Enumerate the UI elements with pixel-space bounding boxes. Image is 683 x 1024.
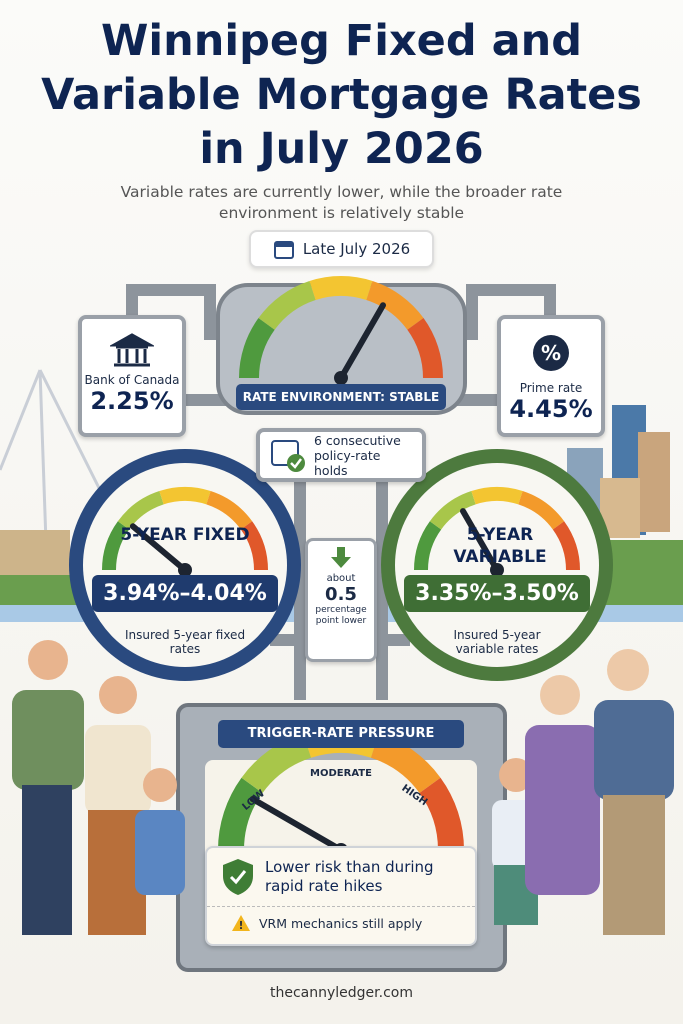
spread-card: about 0.5 percentage point lower [305, 538, 377, 662]
environment-label: RATE ENVIRONMENT: STABLE [236, 384, 446, 410]
warning-row: ! VRM mechanics still apply [207, 907, 475, 939]
warning-icon: ! [232, 915, 250, 932]
spread-value: 0.5 [325, 584, 357, 605]
variable-note: Insured 5-year variable rates [453, 628, 541, 656]
gauge-segment [240, 521, 268, 571]
bank-icon [108, 333, 156, 367]
gauge-segment [218, 777, 263, 851]
boc-value: 2.25% [90, 387, 174, 415]
gauge-segment [471, 487, 523, 505]
gauge-segment [366, 280, 424, 331]
gauge-segment [414, 521, 442, 571]
gauge-segment [117, 491, 164, 530]
footer: thecannyledger.com [270, 985, 413, 1001]
gauge-needle [249, 796, 344, 853]
trigger-box: Lower risk than during rapid rate hikes … [205, 846, 477, 946]
trees [0, 575, 80, 605]
holds-text: 6 consecutive policy-rate holds [314, 432, 401, 478]
trigger-message: Lower risk than during rapid rate hikes [265, 858, 434, 895]
gauge-segment [102, 521, 130, 571]
gauge-hub [178, 563, 192, 577]
gauge-segment [239, 318, 275, 379]
gauge-needle [460, 508, 500, 573]
variable-title: 5-YEAR VARIABLE [453, 525, 547, 567]
gauge [414, 487, 580, 577]
gauge-needle [129, 523, 188, 573]
calendar-icon [273, 241, 294, 259]
gauge-segment [518, 491, 565, 530]
gauge-segment [159, 487, 211, 505]
svg-text:%: % [541, 341, 561, 365]
trees [600, 540, 683, 605]
date-badge: Late July 2026 [249, 230, 434, 268]
gauge-segment [258, 280, 316, 331]
prime-card: % Prime rate 4.45% [497, 315, 605, 437]
gauge-segment [206, 491, 253, 530]
gauge-hub [334, 371, 348, 385]
gauge-segment [419, 777, 464, 851]
gauge-segment [429, 491, 476, 530]
subtitle: Variable rates are currently lower, whil… [120, 183, 563, 222]
spread-suffix: percentage point lower [315, 605, 367, 626]
gauge [102, 487, 268, 577]
spread-prefix: about [326, 573, 356, 584]
boc-card: Bank of Canada 2.25% [78, 315, 186, 437]
building [638, 432, 670, 532]
title: Winnipeg Fixed and Variable Mortgage Rat… [41, 16, 642, 174]
gauge-needle [338, 302, 386, 381]
down-arrow [331, 547, 351, 568]
gauge-segment [407, 318, 443, 379]
variable-range: 3.35%–3.50% [404, 575, 590, 612]
gauge [239, 276, 443, 385]
gauge-hub [490, 563, 504, 577]
gauge-segment [309, 276, 373, 301]
date: Late July 2026 [302, 240, 411, 258]
shield-icon [223, 859, 253, 895]
boc-label: Bank of Canada [84, 373, 180, 387]
holds-card: 6 consecutive policy-rate holds [256, 428, 426, 482]
fixed-range: 3.94%–4.04% [92, 575, 278, 612]
prime-label: Prime rate [519, 381, 583, 395]
holds-icon [271, 440, 305, 472]
trigger-moderate: MODERATE [310, 768, 372, 779]
fixed-title: 5-YEAR FIXED [120, 525, 250, 545]
svg-text:!: ! [238, 919, 243, 932]
trigger-title: TRIGGER-RATE PRESSURE [218, 720, 464, 748]
percent-icon: % [533, 335, 569, 371]
prime-value: 4.45% [509, 395, 593, 423]
message-row: Lower risk than during rapid rate hikes [207, 848, 475, 907]
fixed-note: Insured 5-year fixed rates [124, 628, 246, 656]
people [12, 640, 674, 935]
gauge-segment [552, 521, 580, 571]
trigger-warning: VRM mechanics still apply [259, 915, 423, 931]
